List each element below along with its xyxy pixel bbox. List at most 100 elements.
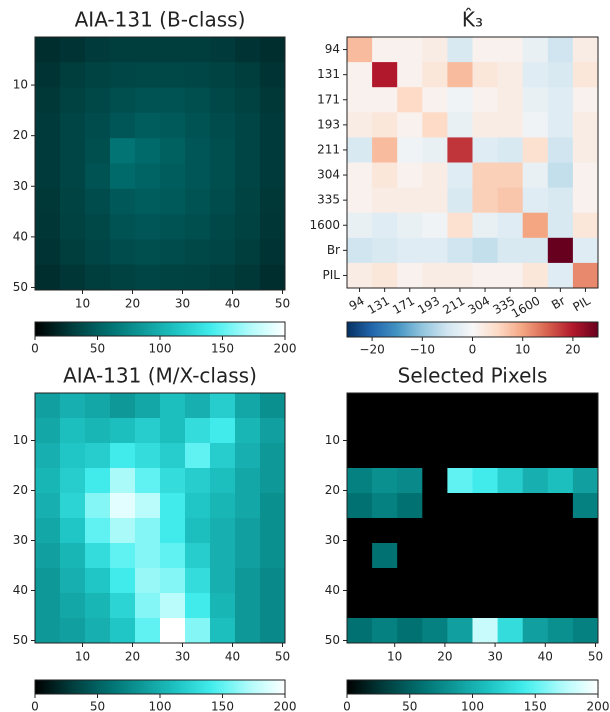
colorbar	[347, 322, 598, 337]
pixel-cell	[347, 568, 373, 593]
pixel-cell	[260, 214, 285, 240]
colorbar-tick-label: 0	[31, 700, 39, 712]
pixel-cell	[85, 164, 110, 190]
pixel-cell	[35, 493, 60, 518]
matrix-cell	[498, 213, 523, 239]
x-tick-label: 10	[387, 650, 402, 664]
x-tick-label: 10	[75, 650, 90, 664]
matrix-cell	[498, 137, 523, 163]
y-tick-label: 94	[325, 42, 340, 56]
pixel-cell	[160, 88, 185, 114]
pixel-cell	[235, 493, 260, 518]
pixel-cell	[160, 443, 185, 468]
colorbar-tick-label: 100	[149, 700, 172, 712]
matrix-cell	[397, 238, 423, 263]
pixel-cell	[160, 593, 185, 618]
y-tick-label: 50	[325, 633, 340, 647]
pixel-cell	[60, 593, 85, 618]
pixel-cell	[60, 189, 85, 215]
matrix-cell	[473, 213, 499, 239]
pixel-cell	[260, 518, 285, 543]
pixel-cell	[60, 518, 85, 543]
pixel-cell	[60, 493, 85, 518]
figure: AIA-131 (B-class)10203040501020304050050…	[0, 0, 610, 712]
pixel-cell	[135, 443, 160, 468]
x-tick-label: 50	[588, 650, 603, 664]
matrix-cell	[573, 37, 599, 63]
pixel-cell	[160, 393, 185, 418]
matrix-cell	[447, 213, 473, 239]
pixel-cell	[85, 518, 110, 543]
pixel-cell	[185, 618, 210, 643]
matrix-cell	[498, 163, 523, 189]
pixel-cell	[185, 518, 210, 543]
pixel-cell	[110, 468, 135, 493]
matrix-cell	[498, 238, 523, 263]
matrix-cell	[447, 112, 473, 138]
matrix-cell	[372, 213, 398, 239]
pixel-cell	[260, 418, 285, 443]
pixel-cell	[498, 418, 523, 443]
pixel-cell	[135, 568, 160, 593]
matrix-cell	[548, 62, 574, 88]
y-tick-label: 40	[13, 229, 28, 243]
pixel-cell	[35, 618, 60, 643]
x-tick-label: 50	[275, 297, 290, 311]
pixel-cell	[260, 88, 285, 114]
pixel-cell	[473, 418, 499, 443]
pixel-cell	[422, 568, 448, 593]
pixel-cell	[35, 543, 60, 568]
matrix-cell	[498, 87, 523, 113]
pixel-cell	[260, 543, 285, 568]
matrix-cell	[573, 238, 599, 263]
pixel-cell	[35, 593, 60, 618]
matrix-cell	[422, 37, 448, 63]
pixel-cell	[160, 543, 185, 568]
matrix-cell	[397, 213, 423, 239]
pixel-cell	[185, 393, 210, 418]
pixel-cell	[397, 593, 423, 618]
pixel-cell	[110, 214, 135, 240]
matrix-cell	[473, 188, 499, 214]
matrix-cell	[372, 37, 398, 63]
colorbar-tick-label: 150	[524, 700, 547, 712]
pixel-cell	[110, 62, 135, 88]
pixel-cell	[85, 265, 110, 291]
pixel-cell	[235, 468, 260, 493]
pixel-cell	[573, 593, 599, 618]
pixel-cell	[397, 543, 423, 568]
pixel-cell	[185, 443, 210, 468]
pixel-cell	[110, 164, 135, 190]
pixel-cell	[185, 265, 210, 291]
pixel-cell	[397, 468, 423, 493]
matrix-cell	[397, 188, 423, 214]
pixel-cell	[260, 239, 285, 265]
pixel-cell	[160, 164, 185, 190]
pixel-cell	[235, 164, 260, 190]
pixel-cell	[473, 568, 499, 593]
pixel-cell	[35, 443, 60, 468]
pixel-cell	[422, 618, 448, 643]
colorbar-tick-label: 150	[211, 700, 234, 712]
x-tick-label: Br	[549, 293, 567, 312]
pixel-cell	[523, 443, 549, 468]
pixel-cell	[498, 393, 523, 418]
matrix-cell	[498, 263, 523, 289]
pixel-cell	[235, 189, 260, 215]
pixel-cell	[523, 568, 549, 593]
pixel-cell	[85, 443, 110, 468]
pixel-cell	[498, 468, 523, 493]
pixel-cell	[160, 618, 185, 643]
pixel-cell	[210, 62, 235, 88]
y-tick-label: 30	[325, 533, 340, 547]
pixel-cell	[135, 543, 160, 568]
pixel-cell	[60, 443, 85, 468]
colorbar-tick-label: 20	[565, 343, 580, 357]
pixel-cell	[85, 468, 110, 493]
x-tick-label: 211	[440, 294, 467, 318]
pixel-cell	[35, 37, 60, 63]
pixel-cell	[110, 113, 135, 139]
pixel-cell	[135, 618, 160, 643]
colorbar-tick-label: 100	[461, 700, 484, 712]
matrix-cell	[422, 213, 448, 239]
